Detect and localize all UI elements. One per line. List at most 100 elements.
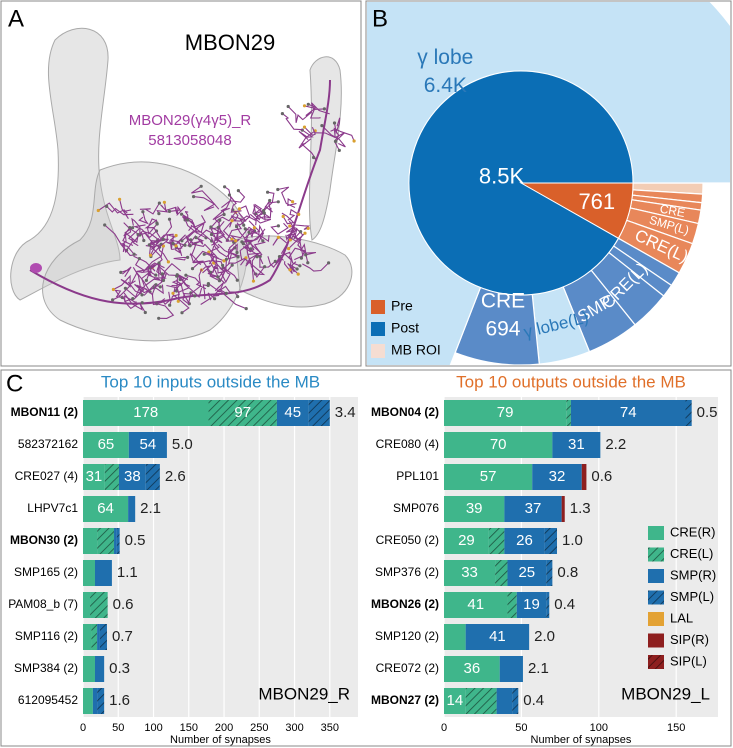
neurite [169, 235, 183, 251]
synapse-dot [327, 261, 331, 265]
segment-label: 36 [464, 660, 481, 677]
lobe-shape [10, 27, 121, 301]
bar-segment [128, 432, 167, 458]
neurite [253, 207, 272, 221]
neurite [182, 292, 192, 305]
synapse-dot [291, 200, 295, 204]
category-label: MBON30 (2) [10, 533, 78, 547]
legend-label: CRE(R) [670, 524, 716, 539]
synapse-dot [247, 230, 251, 234]
synapse-dot [230, 263, 234, 267]
neurite [166, 241, 181, 254]
synapse-dot [235, 250, 239, 255]
bar-segment [83, 688, 93, 714]
body-id: 5813058048 [148, 132, 231, 149]
panel-label: C [6, 370, 23, 397]
neuron-name: MBON29(γ4γ5)_R [129, 112, 252, 129]
neurite [189, 252, 212, 273]
legend-swatch [648, 633, 664, 648]
synapse-dot [312, 155, 316, 160]
bar-segment [276, 400, 309, 426]
synapse-dot [243, 227, 247, 231]
neuron-render: A MBON29 MBON29(γ4γ5)_R 5813058048 [8, 5, 356, 342]
synapse-dot [157, 212, 161, 216]
bar-segment [496, 688, 513, 714]
neurite [248, 252, 259, 282]
synapse-dot [332, 121, 337, 125]
neurite [192, 260, 221, 282]
synapse-dot [137, 257, 141, 261]
bar-segment [94, 656, 105, 682]
synapse-dot [171, 241, 175, 246]
bar-segment [546, 560, 553, 586]
category-label: SMP116 (2) [15, 629, 78, 643]
category-label: 582372162 [18, 437, 78, 451]
category-label: MBON04 (2) [371, 405, 439, 419]
segment-label: 38 [124, 468, 141, 485]
synapse-dot [166, 260, 170, 264]
neurite [138, 211, 150, 225]
bar-segment [507, 592, 517, 618]
segment-label: 14 [446, 692, 463, 709]
neurite [214, 264, 233, 274]
outer-category-label: CRE [481, 289, 525, 312]
category-label: SMP120 (2) [375, 629, 439, 643]
bar-note: 2.2 [605, 436, 626, 453]
synapse-dot [105, 204, 109, 208]
segment-label: 74 [620, 404, 637, 421]
bar-segment [97, 528, 115, 554]
neurite [287, 106, 304, 123]
bar-segment [512, 688, 519, 714]
synapse-dot [252, 226, 256, 230]
bar-segment [495, 560, 508, 586]
neurite [209, 245, 220, 282]
bar-segment [444, 592, 508, 618]
neurite [151, 284, 166, 306]
panel-label: B [372, 5, 388, 32]
neurite [211, 257, 247, 271]
neurite [275, 253, 292, 270]
synapse-dot [155, 221, 159, 225]
bar-segment [83, 656, 95, 682]
bar-segment [99, 624, 107, 650]
neurite [300, 243, 317, 256]
neurite [333, 117, 341, 135]
synapse-dot [240, 240, 244, 244]
synapse-dot [276, 235, 280, 239]
neurite [122, 227, 133, 253]
bar-segment [444, 400, 567, 426]
synapse-dot [213, 297, 217, 301]
neurite [298, 129, 314, 141]
synapse-dot [222, 212, 226, 217]
panel-label: A [8, 5, 24, 32]
bar-segment [507, 560, 547, 586]
bar-segment [94, 560, 112, 586]
bar-segment [566, 400, 571, 426]
synapse-dot [288, 268, 292, 272]
x-tick-label: 50 [515, 722, 527, 734]
segment-label: 41 [489, 628, 506, 645]
bar-note: 0.6 [591, 468, 612, 485]
neurite [181, 213, 207, 228]
neurite [221, 190, 246, 209]
category-label: CRE072 (2) [376, 661, 439, 675]
segment-label: 31 [86, 468, 103, 485]
bar-note: 0.3 [109, 660, 130, 677]
neurite [310, 102, 330, 115]
neurite [156, 204, 169, 214]
bar-segment [499, 656, 523, 682]
synapse-dot [227, 193, 231, 197]
bar-segment [83, 400, 209, 426]
neurite [119, 243, 138, 256]
x-tick-label: 150 [667, 722, 685, 734]
neurite [156, 291, 171, 306]
neurite [141, 245, 164, 274]
neurite [236, 226, 256, 239]
bar-segment [145, 464, 160, 490]
bar-segment [685, 400, 692, 426]
neurite [211, 227, 225, 244]
neurite [154, 302, 175, 319]
synapse-dot [188, 244, 192, 248]
neurite [245, 259, 266, 279]
segment-label: 54 [140, 436, 157, 453]
